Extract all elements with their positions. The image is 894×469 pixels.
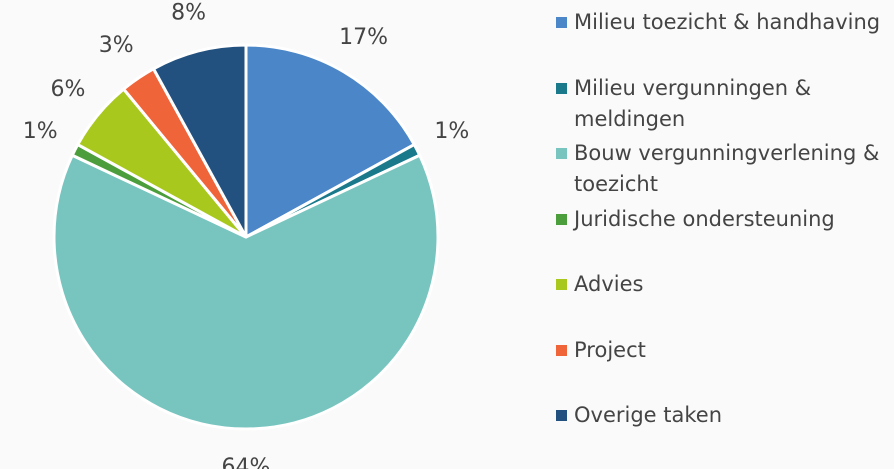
legend-item: Juridische ondersteuning: [556, 204, 892, 270]
legend-label: Bouw vergunningverlening & toezicht: [574, 141, 880, 196]
legend-swatch: [556, 344, 567, 356]
legend-swatch: [556, 279, 567, 290]
legend-swatch: [556, 82, 567, 94]
legend-item: Project: [556, 335, 892, 401]
data-label: 17%: [339, 25, 388, 50]
legend-label: Juridische ondersteuning: [574, 206, 835, 231]
legend-item: Bouw vergunningverlening & toezicht: [556, 138, 892, 204]
legend-swatch: [556, 213, 567, 225]
data-label: 8%: [171, 0, 206, 25]
data-label: 1%: [23, 119, 58, 144]
legend-item: Advies: [556, 269, 892, 335]
pie-slice: [244, 43, 416, 239]
legend: Milieu toezicht & handhaving Milieu vergu…: [556, 7, 892, 466]
legend-label: Project: [574, 337, 646, 362]
data-label: 6%: [51, 77, 86, 102]
legend-label: Overige taken: [574, 403, 723, 427]
legend-item: Milieu toezicht & handhaving: [556, 7, 892, 73]
chart: 17% 1% 64% 1% 6% 3% 8%: [23, 0, 470, 469]
legend-label: Milieu vergunningen & meldingen: [574, 75, 812, 131]
legend-item: Overige taken: [556, 400, 892, 466]
legend-item: Milieu vergunningen & meldingen: [556, 73, 892, 139]
legend-label: Milieu toezicht & handhaving: [574, 10, 881, 34]
data-label: 3%: [99, 33, 134, 58]
data-label: 64%: [222, 455, 271, 469]
data-label: 1%: [434, 119, 469, 144]
legend-label: Advies: [574, 272, 644, 296]
pie-slice: [52, 153, 440, 431]
legend-swatch: [556, 148, 567, 159]
legend-swatch: [556, 17, 567, 28]
pie-slice: [152, 43, 248, 239]
legend-swatch: [556, 410, 567, 421]
